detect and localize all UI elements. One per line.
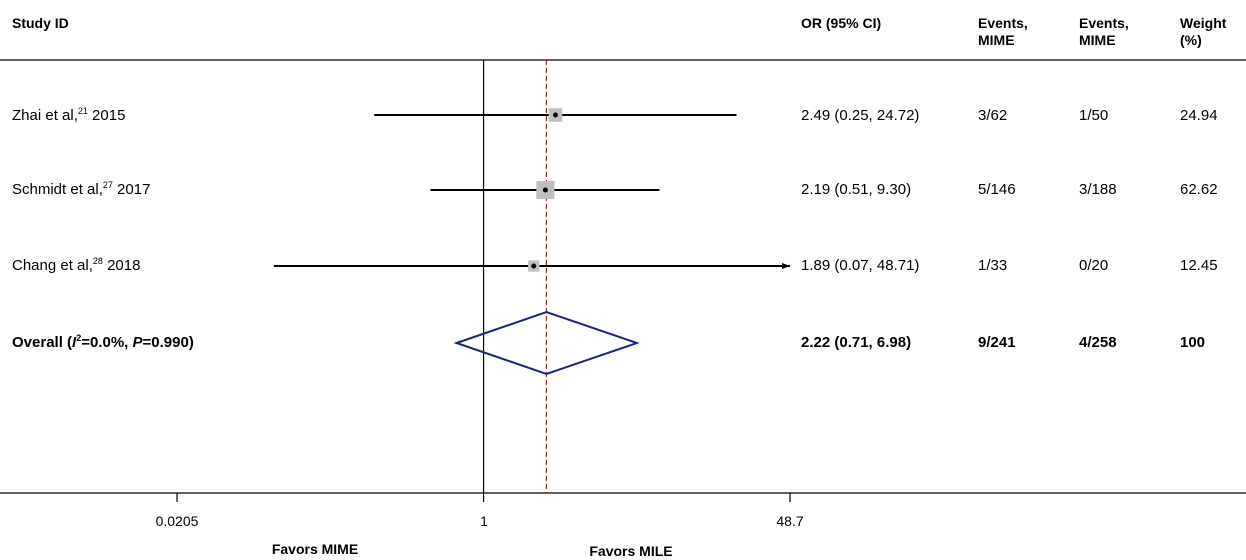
overall-i2-value: =0.0%, (81, 334, 133, 351)
header-study-id: Study ID (12, 15, 69, 31)
header-events-2: Events, MIME (1079, 15, 1129, 49)
study-weight-1: 62.62 (1180, 181, 1218, 198)
favors-left-label: Favors MIME (271, 541, 359, 557)
study-ref: 21 (77, 106, 88, 116)
overall-diamond (453, 310, 640, 376)
overall-p-letter: P (132, 334, 143, 351)
overall-weight: 100 (1180, 334, 1206, 351)
overall-label: Overall (I2=0.0%, P=0.990) (12, 334, 194, 352)
study-events2-0: 1/50 (1079, 107, 1109, 124)
overall-events1: 9/241 (978, 334, 1016, 351)
study-events2-2: 0/20 (1079, 257, 1109, 274)
point-estimate-0 (553, 112, 559, 118)
header-weight-line1: Weight (1180, 15, 1227, 31)
x-tick-label-0: 0.0205 (155, 513, 199, 529)
study-year: 2017 (112, 181, 151, 198)
header-events-1-line2: MIME (978, 32, 1015, 48)
study-or-0: 2.49 (0.25, 24.72) (801, 107, 920, 124)
point-estimate-1 (542, 187, 548, 193)
study-label-0: Zhai et al,21 2015 (12, 107, 125, 125)
study-author: Zhai et al, (12, 107, 78, 124)
study-year: 2015 (87, 107, 126, 124)
x-tick-label-2: 48.7 (776, 513, 804, 529)
study-label-2: Chang et al,28 2018 (12, 257, 140, 275)
header-weight: Weight (%) (1180, 15, 1226, 49)
point-estimate-2 (531, 263, 537, 269)
study-events1-2: 1/33 (978, 257, 1008, 274)
study-weight-2: 12.45 (1180, 257, 1218, 274)
header-weight-line2: (%) (1180, 32, 1202, 48)
study-events1-0: 3/62 (978, 107, 1008, 124)
header-or-ci: OR (95% CI) (801, 15, 882, 31)
header-events-2-line1: Events, (1079, 15, 1129, 31)
study-events2-1: 3/188 (1079, 181, 1117, 198)
overall-prefix: Overall ( (12, 334, 73, 351)
study-author: Chang et al, (12, 257, 93, 274)
overall-events2: 4/258 (1079, 334, 1117, 351)
study-ref: 27 (102, 180, 113, 190)
overall-or: 2.22 (0.71, 6.98) (801, 334, 912, 351)
study-author: Schmidt et al, (12, 181, 103, 198)
overall-i2-letter: I (72, 334, 77, 351)
overall-i2-sup: 2 (76, 333, 82, 343)
study-weight-0: 24.94 (1180, 107, 1218, 124)
header-events-2-line2: MIME (1079, 32, 1116, 48)
x-tick-label-1: 1 (480, 513, 488, 529)
study-or-1: 2.19 (0.51, 9.30) (801, 181, 912, 198)
study-ref: 28 (92, 256, 103, 266)
ci-arrow-2 (782, 263, 790, 269)
study-or-2: 1.89 (0.07, 48.71) (801, 257, 920, 274)
study-year: 2018 (102, 257, 141, 274)
study-label-1: Schmidt et al,27 2017 (12, 181, 150, 199)
study-events1-1: 5/146 (978, 181, 1016, 198)
header-events-1: Events, MIME (978, 15, 1028, 49)
overall-p-value: =0.990) (142, 334, 194, 351)
header-events-1-line1: Events, (978, 15, 1028, 31)
favors-right-label: Favors MILE (589, 543, 673, 559)
